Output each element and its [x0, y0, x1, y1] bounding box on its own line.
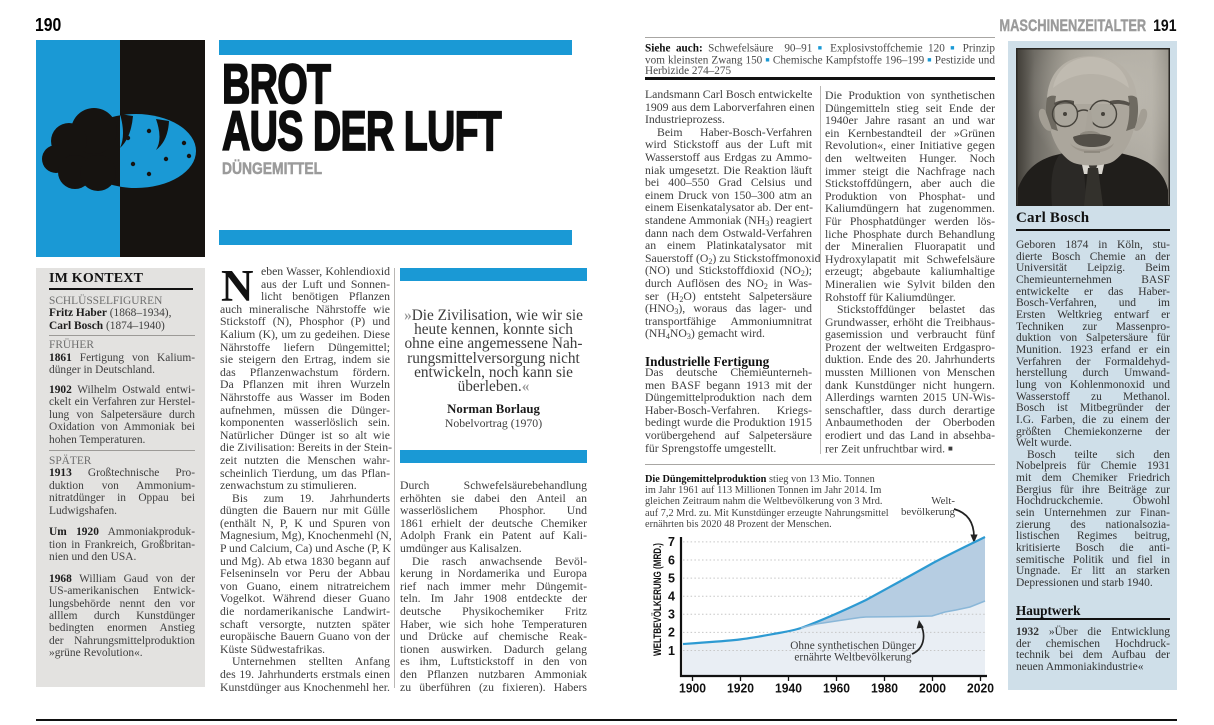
svg-text:2020: 2020	[967, 681, 994, 696]
svg-text:1: 1	[668, 644, 675, 658]
svg-text:1980: 1980	[871, 681, 898, 696]
svg-text:6: 6	[668, 553, 675, 567]
svg-text:ernährte Weltbevölkerung: ernährte Weltbevölkerung	[794, 652, 911, 664]
svg-text:1920: 1920	[727, 681, 754, 696]
svg-text:1960: 1960	[823, 681, 850, 696]
svg-text:2000: 2000	[919, 681, 946, 696]
svg-text:2: 2	[668, 626, 675, 640]
svg-text:1900: 1900	[679, 681, 706, 696]
svg-text:5: 5	[668, 571, 675, 585]
svg-text:7: 7	[668, 535, 675, 549]
svg-text:WELTBEVÖLKERUNG (MRD.): WELTBEVÖLKERUNG (MRD.)	[651, 543, 664, 656]
svg-text:3: 3	[668, 608, 675, 622]
svg-text:1940: 1940	[775, 681, 802, 696]
svg-text:4: 4	[668, 590, 675, 604]
svg-text:Ohne synthetischen Dünger: Ohne synthetischen Dünger	[790, 640, 916, 652]
